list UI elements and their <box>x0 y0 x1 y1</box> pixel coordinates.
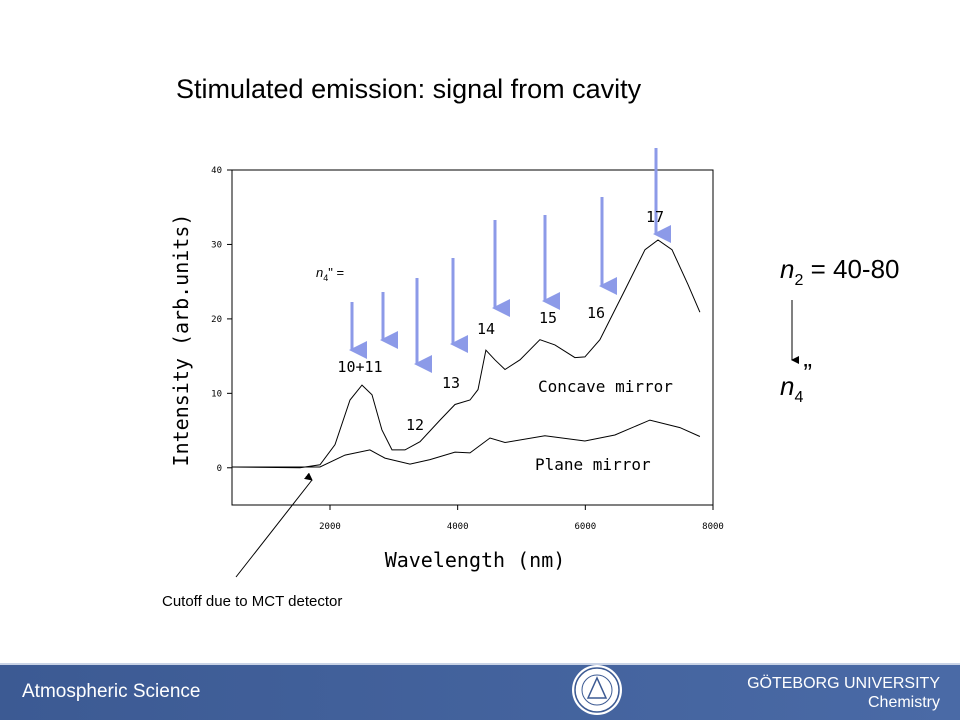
peak-label: 12 <box>406 416 424 434</box>
peak-label: 15 <box>539 309 557 327</box>
side-note-bottom: n4” <box>780 358 812 406</box>
footer-rule <box>0 663 960 665</box>
x-axis-label: Wavelength (nm) <box>385 548 566 572</box>
plot-frame <box>231 169 714 506</box>
n4-rest: " = <box>328 265 344 280</box>
series-line <box>231 239 701 469</box>
peak-label: 10+11 <box>337 358 382 376</box>
x-tick-label: 2000 <box>319 522 341 532</box>
slide-title: Stimulated emission: signal from cavity <box>176 74 642 104</box>
x-tick-label: 6000 <box>574 522 596 532</box>
y-axis-label: Intensity (arb.units) <box>169 214 193 467</box>
side-note-sub: 2 <box>794 272 803 289</box>
side-note-rest: = 40-80 <box>803 254 899 284</box>
side-note-sub: 4 <box>794 389 803 406</box>
side-note-top: n2 = 40-80 <box>780 254 900 289</box>
footer-department: Chemistry <box>868 694 940 711</box>
footer-university: GÖTEBORG UNIVERSITY <box>747 674 940 692</box>
y-tick-label: 40 <box>211 166 222 176</box>
series-label: Concave mirror <box>538 377 673 396</box>
y-tick-label: 30 <box>211 240 222 250</box>
peak-label: 17 <box>646 208 664 226</box>
footer-bar <box>0 663 960 720</box>
footer-left: Atmospheric Science <box>22 681 200 702</box>
side-note-rest: ” <box>803 358 812 388</box>
cutoff-note: Cutoff due to MCT detector <box>162 593 342 610</box>
side-note-base: n <box>780 371 794 401</box>
n4-sub: 4 <box>323 273 328 283</box>
series-line <box>232 419 701 468</box>
n4-label: n4" = <box>316 265 344 283</box>
peak-label: 14 <box>477 320 495 338</box>
chart: 0 10 20 30 40 2000 4000 6000 8000 Wavelength (nm)… <box>169 148 724 572</box>
y-tick-label: 0 <box>217 464 222 474</box>
peak-label: 13 <box>442 374 460 392</box>
side-note-base: n <box>780 254 794 284</box>
y-tick-label: 10 <box>211 389 222 399</box>
university-seal <box>572 665 622 715</box>
cutoff-arrow <box>235 472 313 578</box>
peak-label: 16 <box>587 304 605 322</box>
series-label: Plane mirror <box>535 455 651 474</box>
n4-base: n <box>316 265 323 280</box>
y-tick-label: 20 <box>211 315 222 325</box>
x-tick-label: 4000 <box>447 522 469 532</box>
x-tick-label: 8000 <box>702 522 724 532</box>
